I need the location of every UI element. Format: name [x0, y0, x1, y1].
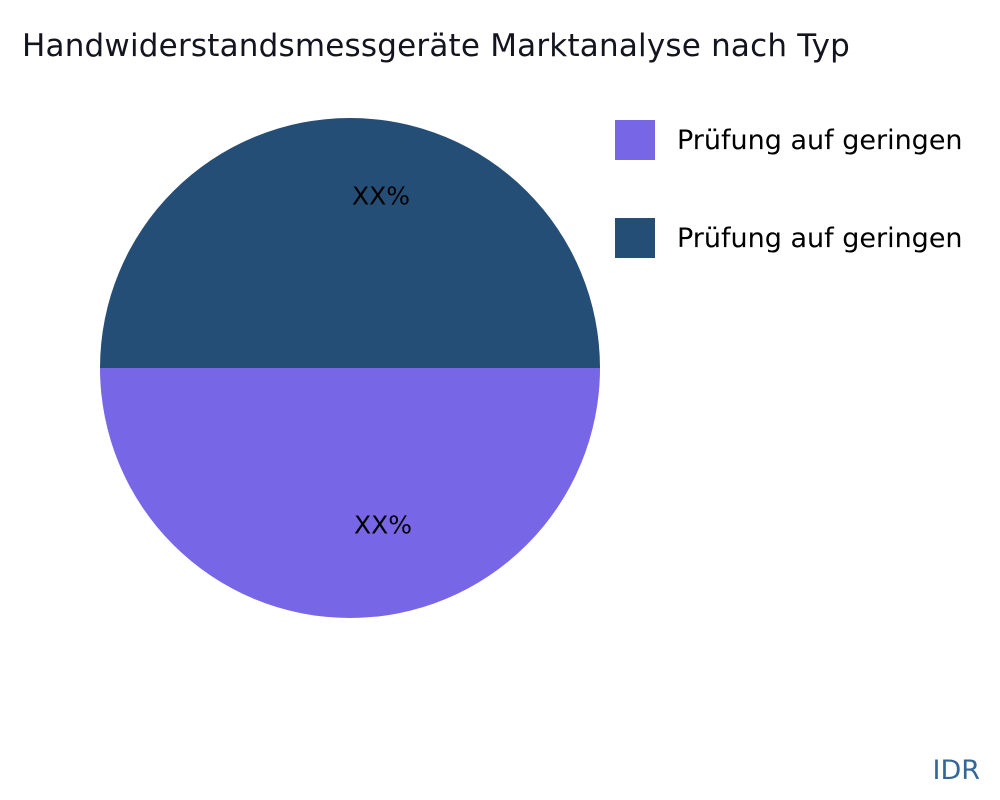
legend-item: Prüfung auf geringen — [615, 120, 963, 160]
legend-swatch-purple — [615, 120, 655, 160]
legend-label: Prüfung auf geringen — [677, 222, 963, 254]
legend: Prüfung auf geringen Prüfung auf geringe… — [615, 120, 963, 258]
pie-slice-label-bottom: XX% — [353, 510, 413, 540]
legend-item: Prüfung auf geringen — [615, 218, 963, 258]
pie-chart: XX% XX% — [100, 118, 600, 618]
legend-swatch-navy — [615, 218, 655, 258]
pie-slice-label-top: XX% — [351, 181, 411, 211]
watermark-idr: IDR — [932, 755, 980, 786]
legend-label: Prüfung auf geringen — [677, 124, 963, 156]
chart-title: Handwiderstandsmessgeräte Marktanalyse n… — [22, 28, 851, 64]
